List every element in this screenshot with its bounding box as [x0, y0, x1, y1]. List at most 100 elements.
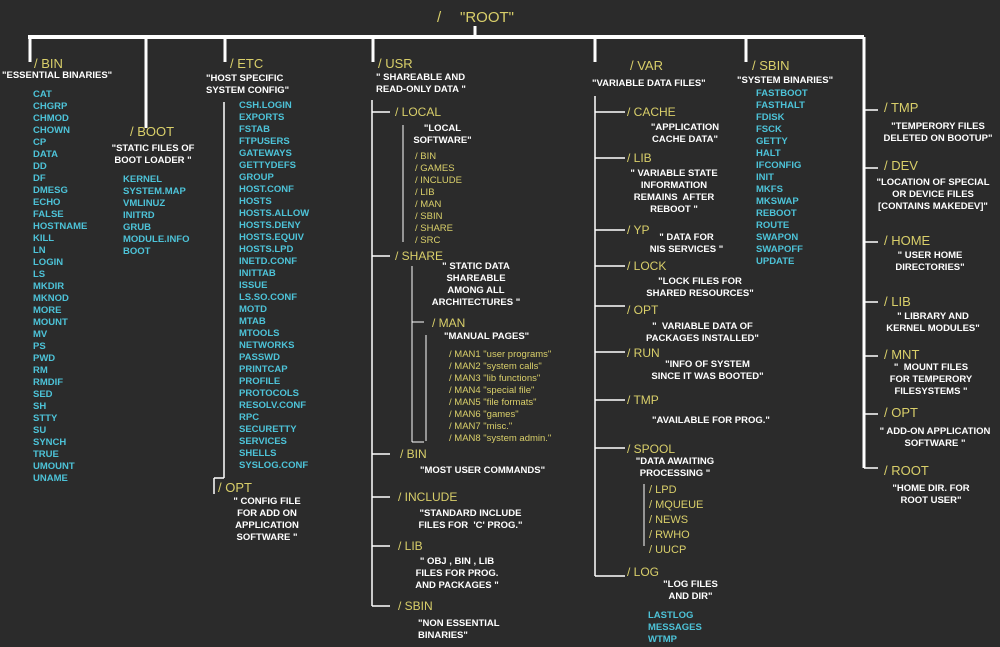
log-file-list: LASTLOG MESSAGES WTMP	[648, 610, 702, 646]
list-item: MKFS	[756, 184, 783, 195]
dir-right-0: / TMP	[884, 100, 919, 115]
dir-usr-bin: / BIN	[400, 447, 427, 461]
list-item: DD	[33, 161, 47, 172]
dir-usr-share: / SHARE	[395, 249, 444, 263]
bin-file-list: CAT CHGRP CHMOD CHOWN CP DATA DD DF DMESG ECHO FAL…	[33, 89, 87, 485]
list-item: VMLINUZ	[123, 198, 166, 209]
usr-local-list: / BIN / GAMES / INCLUDE / LIB / MAN / SBIN / S…	[415, 151, 462, 247]
list-item: LOGIN	[33, 257, 64, 268]
list-item: / MAN	[415, 199, 442, 210]
dir-right-desc-6: "HOME DIR. FOR ROOT USER"	[892, 483, 970, 506]
list-item: PROFILE	[239, 376, 281, 387]
dir-etc-opt: / OPT	[218, 480, 252, 495]
list-item: GETTYDEFS	[239, 160, 297, 171]
list-item: FSTAB	[239, 124, 270, 135]
list-item: PWD	[33, 353, 56, 364]
list-item: FALSE	[33, 209, 64, 220]
list-item: EXPORTS	[239, 112, 285, 123]
list-item: TRUE	[33, 449, 59, 460]
dir-var-opt: / OPT	[627, 303, 659, 317]
dir-right-desc-5: " ADD-ON APPLICATION SOFTWARE "	[879, 426, 991, 449]
spool-dir-list: / LPD / MQUEUE / NEWS / RWHO / UUCP	[649, 483, 703, 558]
list-item: RPC	[239, 412, 260, 423]
list-item: LN	[33, 245, 46, 256]
man-section-list: / MAN1 "user programs" / MAN2 "system cal…	[449, 349, 551, 445]
dir-usr-local: / LOCAL	[395, 105, 442, 119]
boot-desc: "STATIC FILES OF BOOT LOADER "	[111, 143, 195, 166]
list-item: INITTAB	[239, 268, 276, 279]
list-item: WTMP	[648, 634, 678, 645]
list-item: / GAMES	[415, 163, 455, 174]
usr-share-desc: " STATIC DATA SHAREABLE AMONG ALL ARCHIT…	[431, 261, 521, 308]
list-item: HOSTS	[239, 196, 272, 207]
usr-local-desc: "LOCAL SOFTWARE"	[413, 123, 472, 146]
list-item: SWAPON	[756, 232, 799, 243]
list-item: RM	[33, 365, 48, 376]
dir-right-6: / ROOT	[884, 463, 929, 478]
list-item: FTPUSERS	[239, 136, 290, 147]
dir-right-desc-0: "TEMPERORY FILES DELETED ON BOOTUP"	[883, 121, 993, 144]
list-item: HOSTS.LPD	[239, 244, 294, 255]
list-item: UPDATE	[756, 256, 795, 267]
list-item: INETD.CONF	[239, 256, 298, 267]
list-item: GROUP	[239, 172, 274, 183]
dir-usr-share-man: / MAN	[432, 316, 466, 330]
list-item: CHOWN	[33, 125, 70, 136]
dir-boot: / BOOT	[130, 124, 175, 139]
dir-usr-sbin: / SBIN	[398, 599, 433, 613]
dir-var-lib: / LIB	[627, 151, 652, 165]
list-item: / MAN6 "games"	[449, 409, 519, 420]
list-item: PRINTCAP	[239, 364, 288, 375]
list-item: NETWORKS	[239, 340, 295, 351]
list-item: / MAN5 "file formats"	[449, 397, 537, 408]
list-item: LASTLOG	[648, 610, 694, 621]
dir-usr: / USR	[378, 56, 413, 71]
var-opt-desc: " VARIABLE DATA OF PACKAGES INSTALLED"	[646, 321, 759, 344]
etc-opt-desc: " CONFIG FILE FOR ADD ON APPLICATION SOF…	[233, 496, 301, 543]
list-item: HOST.CONF	[239, 184, 294, 195]
sbin-desc: "SYSTEM BINARIES"	[737, 75, 834, 86]
list-item: MKNOD	[33, 293, 69, 304]
list-item: CAT	[33, 89, 52, 100]
list-item: / MAN8 "system admin."	[449, 433, 552, 444]
list-item: ISSUE	[239, 280, 268, 291]
list-item: FASTHALT	[756, 100, 805, 111]
list-item: MOUNT	[33, 317, 68, 328]
list-item: / INCLUDE	[415, 175, 462, 186]
list-item: IFCONFIG	[756, 160, 802, 171]
usr-sbin-desc: "NON ESSENTIAL BINARIES"	[418, 618, 500, 641]
dir-var-log: / LOG	[627, 565, 660, 579]
list-item: / SBIN	[415, 211, 443, 222]
dir-right-3: / LIB	[884, 294, 911, 309]
list-item: UMOUNT	[33, 461, 75, 472]
sbin-file-list: FASTBOOT FASTHALT FDISK FSCK GETTY HALT IFCONF…	[756, 88, 808, 268]
usr-desc: " SHAREABLE AND READ-ONLY DATA "	[376, 72, 466, 95]
list-item: DF	[33, 173, 46, 184]
dir-right-desc-4: " MOUNT FILES FOR TEMPERORY FILESYSTEMS …	[889, 362, 973, 397]
list-item: SYNCH	[33, 437, 67, 448]
list-item: CP	[33, 137, 47, 148]
var-spool-desc: "DATA AWAITING PROCESSING "	[635, 456, 715, 479]
list-item: / MAN7 "misc."	[449, 421, 513, 432]
list-item: MODULE.INFO	[123, 234, 190, 245]
list-item: PS	[33, 341, 46, 352]
dir-right-2: / HOME	[884, 233, 931, 248]
list-item: ROUTE	[756, 220, 790, 231]
list-item: HOSTS.ALLOW	[239, 208, 310, 219]
dir-var-tmp: / TMP	[627, 393, 659, 407]
list-item: / SHARE	[415, 223, 454, 234]
usr-share-man-desc: "MANUAL PAGES"	[444, 331, 530, 342]
list-item: / UUCP	[649, 544, 687, 556]
list-item: / MAN3 "lib functions"	[449, 373, 541, 384]
dir-sbin: / SBIN	[752, 58, 790, 73]
usr-include-desc: "STANDARD INCLUDE FILES FOR 'C' PROG."	[418, 508, 523, 531]
var-log-desc: "LOG FILES AND DIR"	[663, 579, 718, 602]
list-item: MTAB	[239, 316, 266, 327]
dir-right-1: / DEV	[884, 158, 918, 173]
list-item: ECHO	[33, 197, 61, 208]
list-item: / RWHO	[649, 529, 690, 541]
list-item: GATEWAYS	[239, 148, 292, 159]
boot-file-list: KERNEL SYSTEM.MAP VMLINUZ INITRD GRUB MODULE.…	[123, 174, 190, 258]
list-item: PROTOCOLS	[239, 388, 299, 399]
